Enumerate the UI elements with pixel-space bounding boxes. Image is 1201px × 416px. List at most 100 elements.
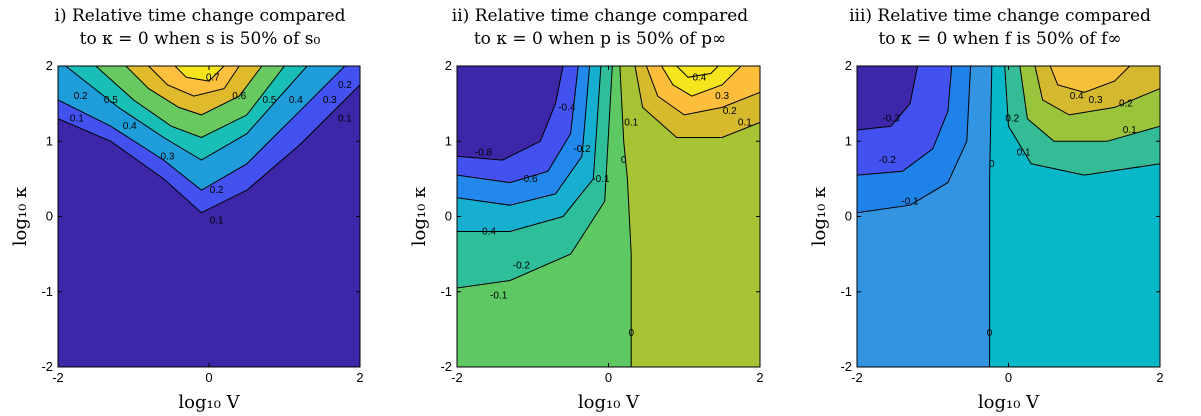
region-level-0 [619,66,760,367]
y-tick-label: -2 [440,359,452,374]
contour-label: -0.1 [490,291,508,302]
y-tick-label: 2 [845,58,852,73]
filled-regions [857,66,1160,367]
contour-line--0.6 [457,66,579,184]
y-tick-label: 0 [445,209,452,224]
contour-line-0.3 [661,66,742,97]
y-tick-label: 2 [445,58,452,73]
panel-i-title-line1: i) Relative time change compared [54,6,346,26]
contour-label: 0.2 [210,185,224,196]
y-axis-label: log₁₀ κ [10,186,31,246]
panel-iii: iii) Relative time change compared to κ … [800,0,1200,416]
region-level--0.3 [857,66,918,130]
x-tick-label: -2 [52,370,64,385]
contour-label: 0.1 [624,117,638,128]
panel-ii-title-line1: ii) Relative time change compared [451,6,749,26]
filled-regions [457,66,760,367]
contour-label: -0.6 [520,174,538,185]
contour-label: 0.2 [338,80,352,91]
contour-line--0.4 [457,66,591,206]
y-tick-label: -1 [41,284,53,299]
contour-label: 0.5 [104,95,118,106]
region-level-0.4 [676,66,719,78]
y-tick-label: -2 [840,359,852,374]
contour-line-0.1 [58,84,360,214]
y-tick-label: 1 [845,133,852,148]
contour-label: 0.2 [1005,114,1019,125]
contour-plot-i: 0.70.6 0.5 0.4 0.30.20.10.50.40.30.20.10.20… [10,58,364,413]
panel-i-title-line2: to κ = 0 when s is 50% of s₀ [79,29,321,49]
x-tick-label: 0 [205,370,212,385]
contour-label: 0.1 [70,114,84,125]
y-tick-label: 0 [845,209,852,224]
contour-label: 0.4 [692,72,706,83]
contour-line-0.2 [58,66,346,191]
y-tick-label: -1 [840,284,852,299]
contour-lines [457,66,760,367]
contour-line-0.4 [676,66,719,78]
contour-line--0.1 [457,66,613,289]
y-tick-label: 1 [46,133,53,148]
contour-plot-ii: -0.8 -0.6 -0.4 -0.2 -0.1 -0.4 -0.2 -0.1 0 0.1 0 0.4… [409,58,764,413]
contour-line-0.4 [1049,66,1131,93]
contour-line-0.3 [65,66,308,161]
y-tick-label: -2 [41,359,53,374]
x-tick-label: 0 [1005,370,1012,385]
contour-lines [857,66,1160,367]
panel-iii-title-line2: to κ = 0 when f is 50% of f∞ [878,29,1122,49]
y-axis-label: log₁₀ κ [409,186,430,246]
contour-label: 0.3 [1089,95,1103,106]
contour-line-0.1 [1004,66,1160,176]
contour-label: 0.1 [210,215,224,226]
contour-label: 0.2 [1119,99,1133,110]
contour-line-0.3 [1034,66,1160,116]
contour-label: 0.7 [206,72,220,83]
contour-line--0.3 [857,66,919,131]
contour-line-0.2 [645,66,760,116]
contour-label: 0.3 [161,151,175,162]
y-tick-label: 1 [445,133,452,148]
x-axis-label: log₁₀ V [578,392,640,413]
x-tick-label: 2 [756,370,763,385]
x-tick-label: 0 [605,370,612,385]
contour-line-0.4 [95,66,285,139]
contour-label: 0.4 [123,121,137,132]
panel-ii-title-line2: to κ = 0 when p is 50% of p∞ [473,29,727,49]
contour-label: 0.3 [323,95,337,106]
contour-label: -0.4 [479,227,497,238]
x-axis-label: log₁₀ V [978,392,1040,413]
contour-label: 0.1 [338,114,352,125]
contour-line--0.8 [457,66,564,161]
y-axis-label: log₁₀ κ [809,186,830,246]
contour-label: -0.2 [513,260,531,271]
y-tick-label: 2 [46,58,53,73]
contour-label: 0 [628,328,634,339]
contour-label: 0.1 [738,117,752,128]
contour-line--0.2 [857,66,953,176]
x-tick-label: -2 [451,370,463,385]
contour-label: 0.1 [1123,125,1137,136]
contour-label: -0.8 [475,148,493,159]
contour-label: 0.6 [232,91,246,102]
contour-line-0.6 [148,66,240,97]
contour-label: -0.3 [882,114,900,125]
x-axis-label: log₁₀ V [178,392,240,413]
region-level-0.3 [661,66,742,97]
y-tick-label: 0 [46,209,53,224]
contour-lines [58,66,360,214]
contour-label: 0 [621,155,627,166]
contour-plot-iii: -0.3 -0.2 -0.1 0 0.2 0.1 0 0.4 0.3 0.2 0.1 -2 0 2 -2 -1… [809,58,1164,413]
contour-label: 0.1 [1017,148,1031,159]
contour-line-0.1 [634,66,760,138]
contour-line-0 [619,66,632,367]
contour-line-0.2 [1019,66,1160,142]
contour-line-0 [989,66,993,367]
contour-line--0.1 [857,66,972,214]
contour-label: -0.1 [592,174,610,185]
contour-label: -0.1 [901,196,919,207]
x-tick-label: 2 [1156,370,1163,385]
region-level--0.8 [457,66,564,161]
contour-label: -0.4 [558,102,576,113]
contour-label: 0.2 [723,106,737,117]
x-tick-label: 2 [356,370,363,385]
